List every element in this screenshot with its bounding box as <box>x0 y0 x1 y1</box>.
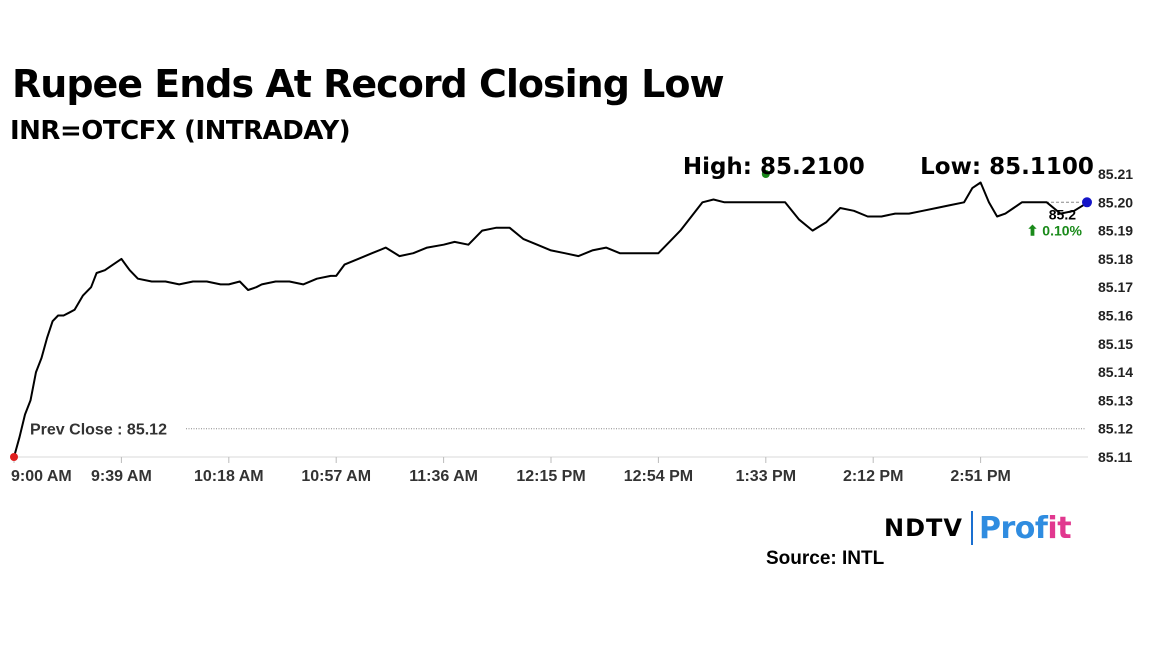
high-marker <box>761 170 770 178</box>
prev-close-label-bg <box>26 417 186 438</box>
high-label: High: 85.2100 <box>683 154 865 180</box>
y-tick-label-4: 85.17 <box>1098 279 1133 295</box>
y-tick-label-5: 85.16 <box>1098 308 1133 324</box>
y-tick-label-7: 85.14 <box>1098 364 1133 380</box>
chart-subtitle: INR=OTCFX (INTRADAY) <box>10 116 351 146</box>
x-tick-label-6: 12:54 PM <box>624 468 693 485</box>
logo-profit-text: Profit <box>978 510 1072 546</box>
x-tick-label-0: 9:00 AM <box>11 468 72 485</box>
ndtv-profit-logo: NDTV Profit <box>884 510 1072 546</box>
start-marker <box>10 453 18 461</box>
x-tick-label-4: 11:36 AM <box>409 468 478 485</box>
x-axis: 9:00 AM 9:39 AM 10:18 AM 10:57 AM 11:36 AM 12… <box>11 456 1088 485</box>
y-tick-label-8: 85.13 <box>1098 392 1133 408</box>
y-tick-label-1: 85.20 <box>1098 194 1133 210</box>
y-tick-label-3: 85.18 <box>1098 251 1133 267</box>
end-marker <box>1082 197 1092 208</box>
chart-title: Rupee Ends At Record Closing Low <box>12 62 725 106</box>
y-tick-label-10: 85.11 <box>1098 449 1132 465</box>
x-tick-label-1: 9:39 AM <box>91 468 152 485</box>
series-line <box>13 181 1089 458</box>
change-label: ⬆ 0.10% <box>1027 222 1083 238</box>
prev-close-label: Prev Close : 85.12 <box>30 422 167 439</box>
logo-ndtv-text: NDTV <box>884 514 963 542</box>
logo-profit-part-a: Prof <box>978 510 1048 546</box>
logo-profit-part-b: i <box>1047 510 1058 546</box>
y-tick-label-6: 85.15 <box>1098 336 1133 352</box>
y-tick-label-9: 85.12 <box>1098 421 1133 437</box>
x-tick-label-2: 10:18 AM <box>194 468 264 485</box>
x-tick-label-9: 2:51 PM <box>950 468 1010 485</box>
y-axis: 85.21 85.20 85.19 85.18 85.17 85.16 85.15 85.14… <box>1098 166 1133 465</box>
y-tick-label-0: 85.21 <box>1098 166 1133 182</box>
low-label: Low: 85.1100 <box>920 154 1094 180</box>
x-tick-label-8: 2:12 PM <box>843 468 903 485</box>
logo-divider <box>970 511 973 545</box>
y-tick-label-2: 85.19 <box>1098 223 1133 239</box>
x-tick-label-5: 12:15 PM <box>516 468 585 485</box>
last-value-label: 85.2 <box>1049 206 1076 222</box>
x-tick-label-3: 10:57 AM <box>301 468 371 485</box>
source-note: Source: INTL <box>766 548 885 569</box>
logo-profit-part-c: t <box>1057 510 1072 546</box>
x-tick-label-7: 1:33 PM <box>736 468 796 485</box>
